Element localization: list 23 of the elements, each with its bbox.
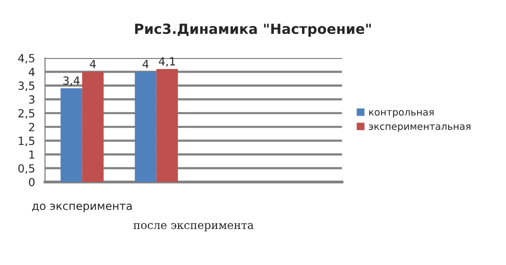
bar bbox=[60, 88, 82, 182]
y-tick-label: 1,5 bbox=[18, 136, 34, 146]
bar bbox=[134, 72, 156, 182]
y-tick-label: 0,5 bbox=[18, 164, 34, 174]
data-label: 4 bbox=[90, 60, 96, 68]
data-label: 3,4 bbox=[63, 76, 80, 86]
legend-label: контрольная bbox=[369, 110, 434, 118]
y-tick-label: 3 bbox=[29, 95, 34, 104]
y-tick-label: 4,5 bbox=[18, 54, 34, 64]
bar bbox=[82, 72, 104, 182]
bar bbox=[156, 69, 178, 182]
y-tick-label: 2 bbox=[29, 122, 34, 132]
y-tick-label: 0 bbox=[28, 178, 35, 186]
y-tick-label: 2,5 bbox=[18, 109, 34, 119]
x-axis-title: после эксперимента bbox=[133, 223, 254, 232]
y-tick-label: 3,5 bbox=[18, 82, 34, 92]
y-tick-label: 1 bbox=[29, 150, 34, 159]
x-tick-label: до эксперимента bbox=[32, 204, 132, 212]
y-tick-label: 4 bbox=[28, 68, 35, 76]
data-label: 4 bbox=[142, 60, 149, 68]
data-label: 4,1 bbox=[158, 57, 175, 67]
chart-title: Рис3.Динамика "Настроение" bbox=[135, 24, 371, 37]
legend-label: экспериментальная bbox=[368, 124, 470, 132]
